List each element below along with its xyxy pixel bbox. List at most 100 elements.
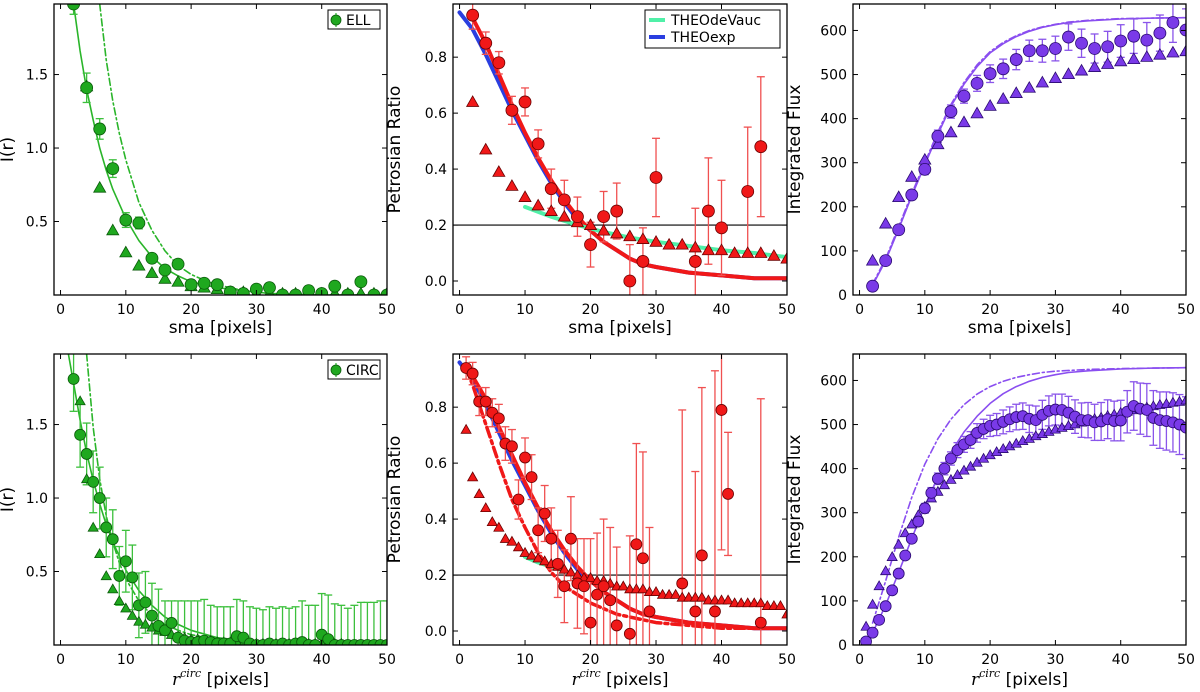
triangle-point bbox=[479, 142, 493, 155]
x-axis-label: sma [pixels] bbox=[169, 318, 273, 338]
circle-point bbox=[106, 533, 119, 546]
x-tick-label: 20 bbox=[582, 302, 600, 318]
circle-point bbox=[250, 282, 263, 295]
circle-point bbox=[354, 275, 368, 289]
circle-point bbox=[145, 251, 159, 265]
triangle-point bbox=[1166, 45, 1180, 58]
circle-point bbox=[492, 56, 506, 70]
circle-point bbox=[544, 182, 558, 196]
triangle-point bbox=[1153, 47, 1167, 60]
panel-top-middle-petrosian-ell: 0 10 20 30 40 50 0.0 0.2 0.4 0.6 0.8 sma [pixels] Pe… bbox=[385, 3, 796, 338]
circle-point bbox=[996, 62, 1010, 76]
triangle-point bbox=[675, 237, 689, 250]
circle-point bbox=[93, 492, 106, 504]
x-tick-label: 0 bbox=[56, 652, 65, 668]
triangle-point bbox=[583, 218, 598, 230]
y-tick-label: 400 bbox=[820, 112, 847, 128]
triangle-point bbox=[139, 618, 152, 629]
triangle-point bbox=[780, 251, 787, 264]
circle-point bbox=[918, 162, 932, 176]
triangle-point bbox=[931, 137, 945, 150]
x-tick-label: 10 bbox=[117, 302, 135, 318]
circle-point bbox=[905, 188, 919, 202]
circle-point bbox=[80, 81, 94, 95]
triangle-point bbox=[519, 546, 531, 557]
circle-point bbox=[93, 122, 107, 136]
circle-point bbox=[74, 428, 87, 441]
y-axis-label: Petrosian Ratio bbox=[385, 436, 405, 564]
x-tick-label: 50 bbox=[1177, 302, 1195, 318]
circle-point bbox=[1075, 36, 1088, 50]
circle-point bbox=[197, 276, 211, 290]
axes-frame bbox=[452, 353, 788, 646]
triangle-point bbox=[596, 223, 611, 236]
curve-exp-fit bbox=[72, 4, 387, 295]
x-tick-label: 10 bbox=[916, 652, 934, 668]
y-tick-label: 100 bbox=[820, 594, 847, 610]
circle-point bbox=[302, 284, 316, 295]
circle-point bbox=[899, 549, 912, 562]
circle-point bbox=[381, 639, 387, 645]
legend-label: CIRC bbox=[346, 363, 379, 379]
triangle-point bbox=[970, 106, 984, 119]
circle-point bbox=[506, 440, 518, 453]
circle-point bbox=[367, 288, 381, 295]
x-tick-label: 0 bbox=[855, 302, 864, 318]
triangle-point bbox=[74, 395, 86, 406]
circle-point bbox=[584, 616, 597, 629]
x-tick-label: 20 bbox=[582, 652, 600, 668]
x-tick-label: 50 bbox=[778, 302, 796, 318]
circle-point bbox=[873, 613, 886, 626]
x-tick-label: 30 bbox=[647, 302, 665, 318]
triangle-point bbox=[701, 243, 716, 256]
circle-point bbox=[1035, 44, 1049, 58]
circle-point bbox=[945, 452, 957, 465]
triangle-point bbox=[158, 272, 172, 284]
triangle-point bbox=[480, 502, 492, 513]
circle-point bbox=[610, 204, 624, 218]
triangle-point bbox=[506, 535, 518, 546]
triangle-point bbox=[544, 204, 558, 216]
circle-point bbox=[637, 552, 649, 565]
x-tick-label: 40 bbox=[313, 302, 331, 318]
circle-point bbox=[564, 532, 577, 545]
y-axis-label: I(r) bbox=[0, 487, 18, 512]
circle-point bbox=[676, 577, 689, 590]
triangle-point bbox=[565, 566, 577, 577]
y-tick-label: 0.5 bbox=[26, 215, 48, 231]
circle-point bbox=[158, 263, 172, 277]
triangle-point bbox=[1061, 67, 1076, 80]
triangle-point bbox=[1180, 394, 1186, 405]
y-tick-label: 100 bbox=[820, 244, 847, 260]
circle-point bbox=[210, 278, 224, 292]
triangle-point bbox=[662, 237, 676, 250]
x-axis-label-superscript: circ bbox=[580, 667, 601, 680]
circle-point bbox=[931, 472, 944, 485]
circle-point bbox=[715, 404, 728, 416]
circle-point bbox=[1166, 16, 1180, 29]
axes-frame bbox=[852, 353, 1187, 646]
x-tick-label: 30 bbox=[247, 652, 265, 668]
circle-point bbox=[1114, 414, 1127, 427]
x-tick-label: 50 bbox=[778, 652, 796, 668]
circle-point bbox=[754, 616, 767, 629]
circle-point bbox=[1088, 42, 1101, 55]
triangle-point bbox=[879, 565, 892, 576]
x-tick-label: 50 bbox=[378, 302, 396, 318]
triangle-point bbox=[893, 538, 905, 549]
triangle-point bbox=[905, 170, 919, 182]
triangle-point bbox=[107, 583, 119, 594]
x-tick-label: 10 bbox=[117, 652, 135, 668]
triangle-point bbox=[518, 190, 532, 202]
circle-point bbox=[545, 532, 558, 545]
circle-point bbox=[983, 67, 997, 81]
legend-frame bbox=[644, 9, 781, 49]
y-axis-label: I(r) bbox=[0, 137, 18, 162]
y-tick-label: 500 bbox=[820, 418, 847, 434]
circle-point bbox=[597, 210, 611, 224]
triangle-point bbox=[781, 608, 787, 619]
x-tick-label: 0 bbox=[56, 302, 65, 318]
triangle-point bbox=[1087, 60, 1102, 72]
circle-point bbox=[702, 204, 715, 218]
legend-frame bbox=[327, 359, 381, 380]
